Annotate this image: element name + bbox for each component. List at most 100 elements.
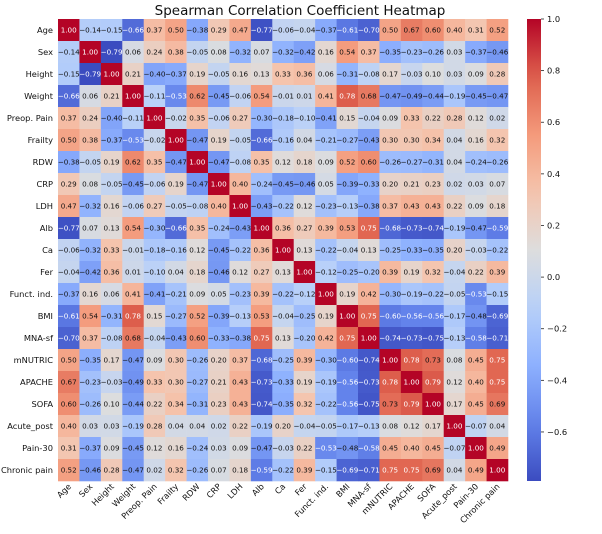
cell-value-label: 0.49 [489,444,505,453]
cell-value-label: −0.23 [79,378,101,387]
heatmap-cell [293,261,316,284]
heatmap-cell [293,129,316,152]
heatmap-cell [358,459,380,482]
heatmap-cell [315,459,337,482]
y-tick-label: CRP [36,179,53,189]
heatmap-cell [79,437,102,460]
cell-value-label: 0.10 [104,400,120,409]
heatmap-cell [443,19,466,42]
cell-value-label: 0.04 [489,422,505,431]
heatmap-cell [465,459,487,482]
cell-value-label: −0.22 [486,246,508,255]
cell-value-label: 0.20 [211,356,227,365]
heatmap-cell [58,305,80,328]
heatmap-cell [465,63,487,86]
heatmap-cell [58,217,80,240]
cell-value-label: 0.24 [146,48,162,57]
heatmap-cell [143,437,166,460]
heatmap-cell [422,283,445,306]
cell-value-label: −0.56 [336,400,358,409]
cell-value-label: −0.43 [358,136,380,145]
cell-value-label: 0.17 [425,422,441,431]
cell-value-label: −0.08 [101,334,123,343]
heatmap-cell [486,63,509,86]
cell-value-label: −0.30 [315,356,337,365]
cell-value-label: −0.18 [272,114,294,123]
cell-value-label: 0.03 [468,180,484,189]
cell-value-label: 1.00 [189,158,205,167]
heatmap-cell [358,437,380,460]
cell-value-label: 0.03 [82,422,98,431]
heatmap-cell [443,239,466,262]
cell-value-label: −0.04 [336,246,358,255]
cell-value-label: 0.19 [296,378,312,387]
heatmap-cell [229,85,252,108]
heatmap-cell [443,63,466,86]
cell-value-label: −0.04 [358,114,380,123]
heatmap-cell [465,85,487,108]
cell-value-label: 0.32 [296,400,312,409]
cell-value-label: 0.20 [382,180,398,189]
cell-value-label: 0.27 [232,114,248,123]
cell-value-label: −0.25 [293,312,315,321]
heatmap-cell [443,173,466,196]
cell-value-label: 0.13 [361,246,377,255]
heatmap-cell [486,173,509,196]
cell-value-label: 0.39 [296,356,312,365]
cell-value-label: −0.43 [165,334,187,343]
heatmap-cell [122,415,145,438]
cell-value-label: −0.68 [379,224,401,233]
heatmap-cell [465,327,487,350]
colorbar-tick-label: 0.0 [547,272,560,282]
cell-value-label: −0.33 [401,246,423,255]
heatmap-cell [143,305,166,328]
heatmap-cell [358,415,380,438]
cell-value-label: −0.53 [165,92,187,101]
cell-value-label: 0.01 [296,92,312,101]
cell-value-label: 0.08 [382,422,398,431]
heatmap-cell [272,415,295,438]
heatmap-cell [379,437,402,460]
colorbar-tick-label: 0.2 [547,220,560,230]
cell-value-label: −0.70 [58,334,80,343]
heatmap-cell [465,195,487,218]
cell-value-label: 0.30 [168,356,184,365]
heatmap-cell [208,151,230,174]
cell-value-label: 0.32 [489,136,505,145]
cell-value-label: 1.00 [104,70,120,79]
cell-value-label: 0.45 [425,444,441,453]
cell-value-label: −0.73 [251,378,273,387]
heatmap-cell [208,349,230,372]
cell-value-label: 0.69 [425,466,441,475]
cell-value-label: −0.25 [379,246,401,255]
heatmap-cell [79,63,102,86]
cell-value-label: 0.08 [82,180,98,189]
heatmap-cell [58,261,80,284]
heatmap-cell [443,107,466,130]
cell-value-label: −0.71 [358,466,380,475]
heatmap-cell [422,437,445,460]
cell-value-label: 0.13 [104,224,120,233]
cell-value-label: 0.32 [168,466,184,475]
heatmap-cell [186,129,209,152]
x-tick-label: BMI [334,481,352,499]
cell-value-label: 0.37 [61,114,77,123]
cell-value-label: −0.15 [486,290,508,299]
cell-value-label: −0.71 [486,334,508,343]
heatmap-cell [422,173,445,196]
heatmap-cell [272,173,295,196]
heatmap-cell [79,151,102,174]
heatmap-cell [122,41,145,64]
cell-value-label: −0.17 [443,312,465,321]
cell-value-label: −0.23 [401,48,423,57]
cell-value-label: −0.69 [486,312,508,321]
heatmap-cell [100,283,123,306]
heatmap-cell [379,305,402,328]
cell-value-label: 0.13 [275,334,291,343]
heatmap-cell [58,107,80,130]
cell-value-label: 0.16 [82,290,98,299]
cell-value-label: 0.03 [211,444,227,453]
heatmap-cell [379,195,402,218]
x-tick-label: LDH [225,481,244,500]
cell-value-label: 0.43 [425,202,441,211]
